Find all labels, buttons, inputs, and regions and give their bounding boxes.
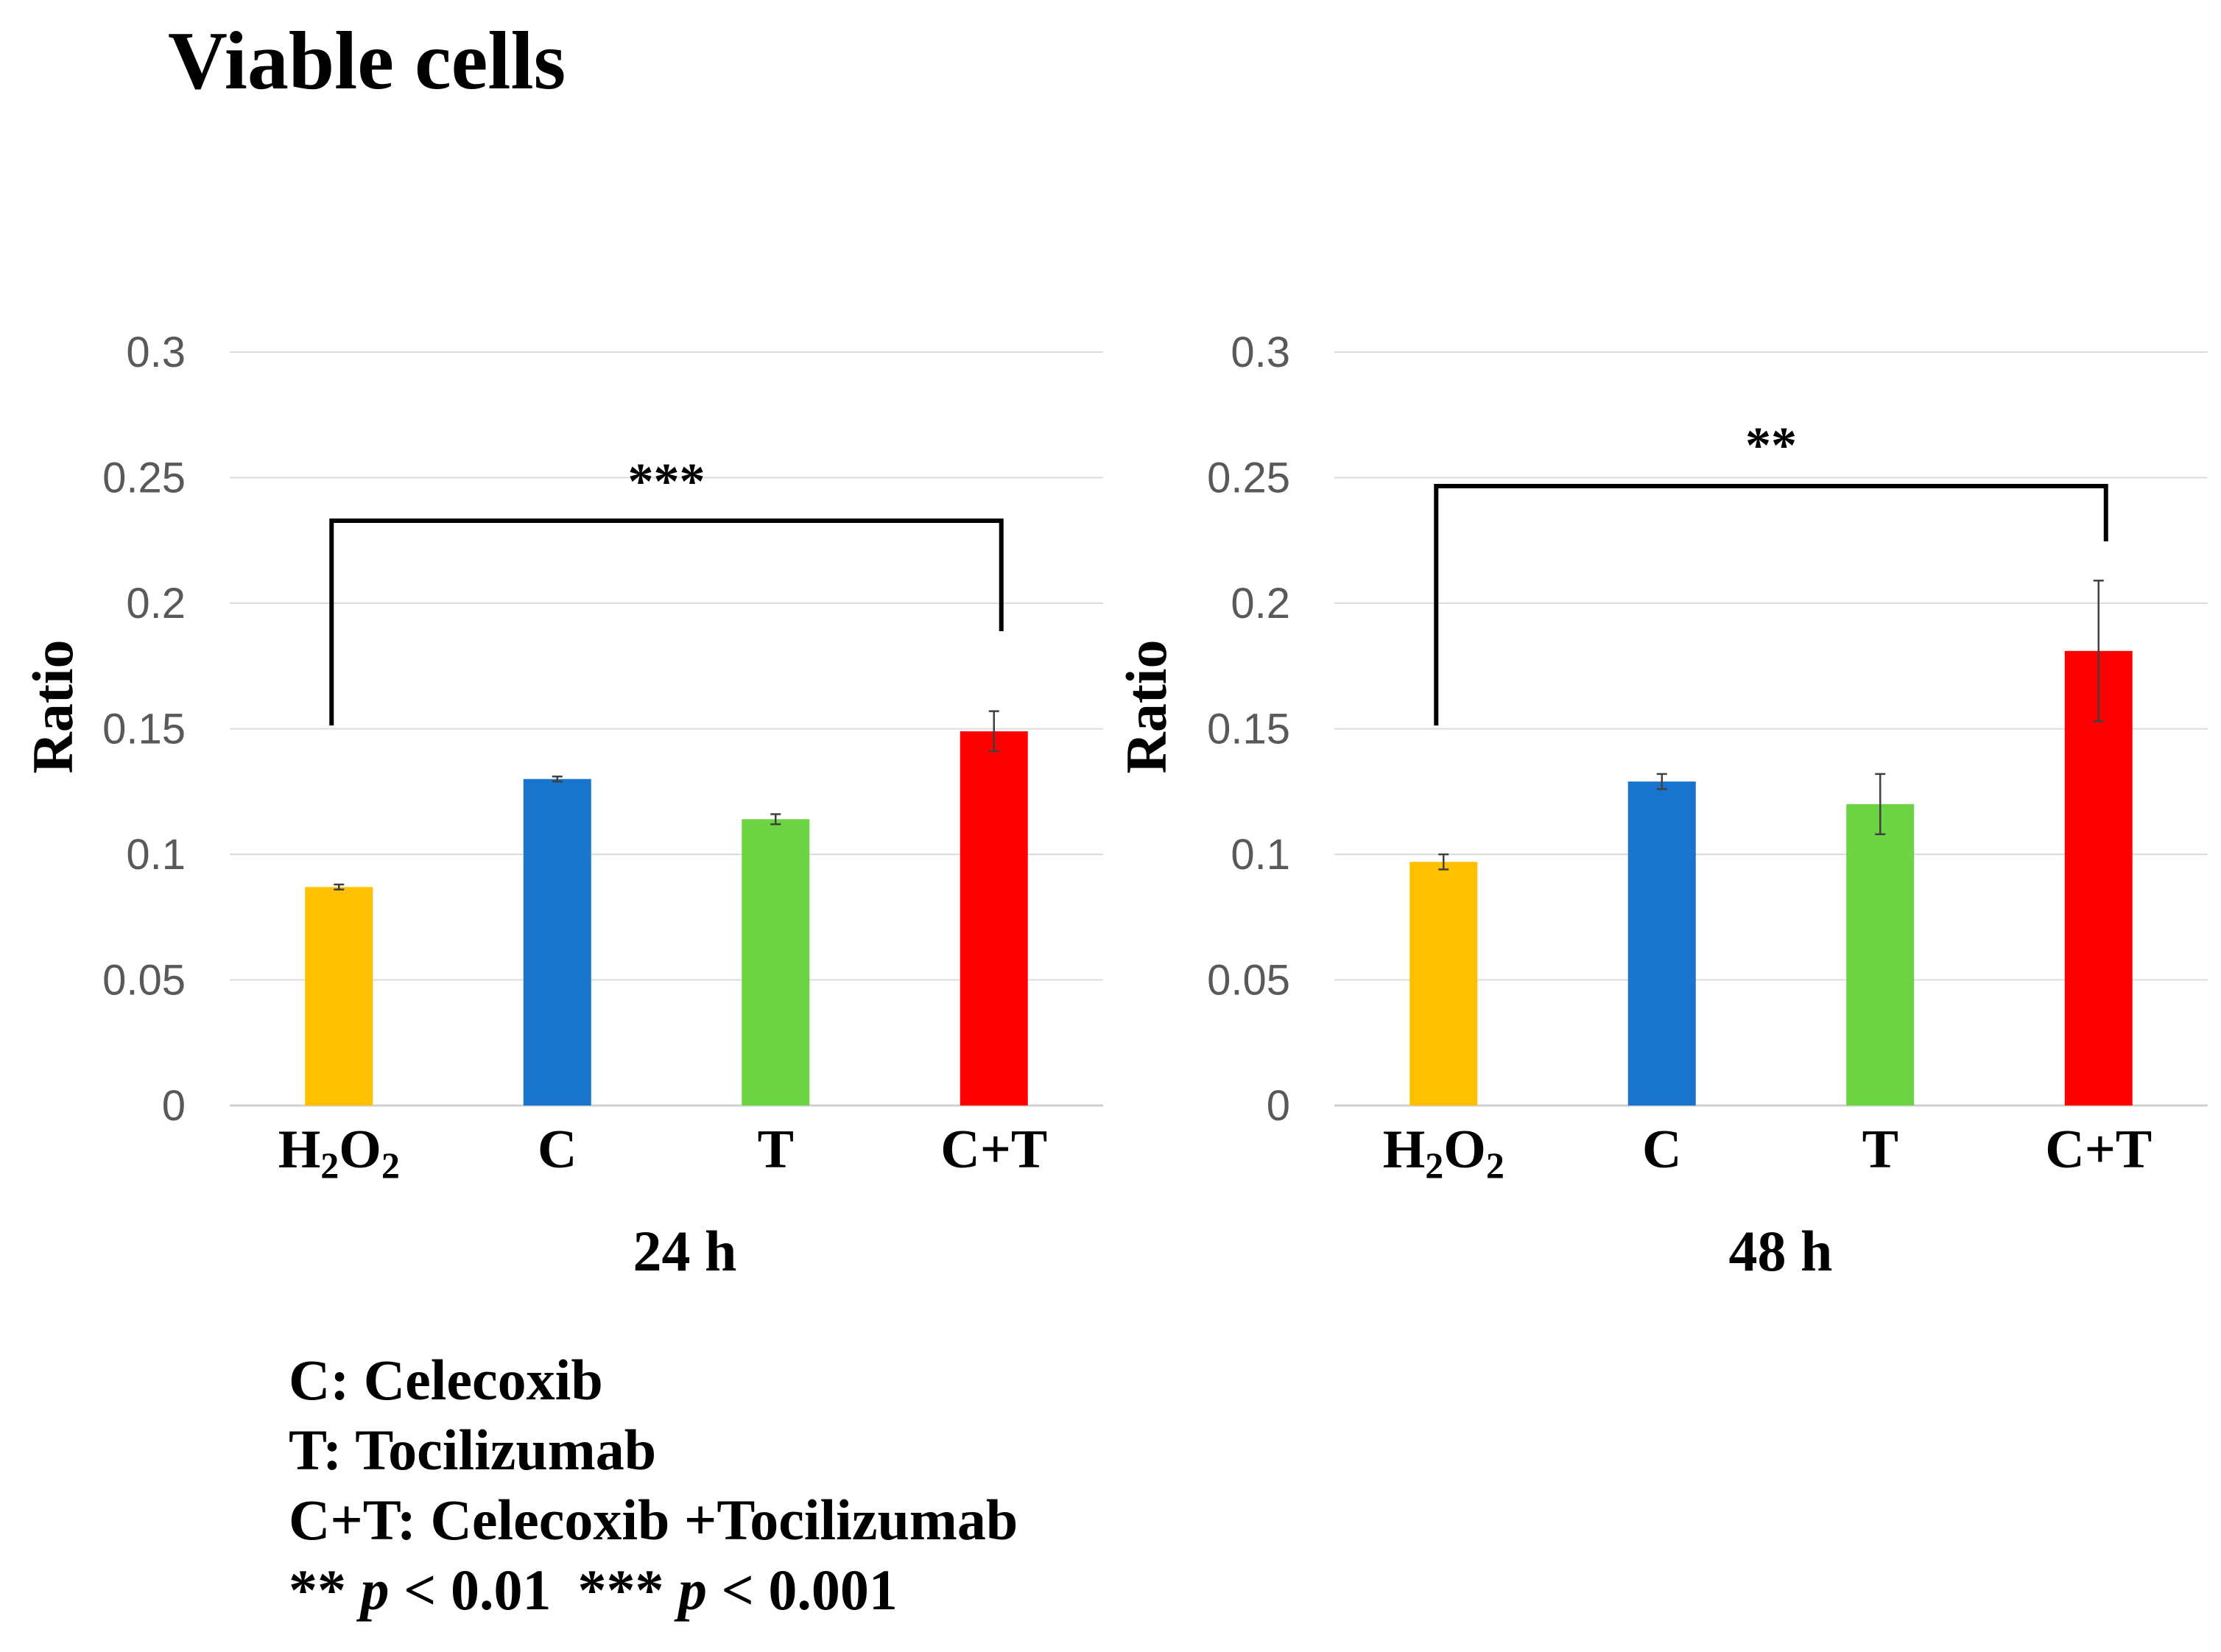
- significance-bracket: [329, 519, 1004, 725]
- y-tick-label: 0.15: [102, 706, 186, 753]
- y-tick-label: 0.25: [1207, 454, 1290, 502]
- y-tick-label: 0.1: [1231, 831, 1290, 879]
- y-axis-title: Ratio: [1114, 640, 1178, 774]
- x-tick-label: T: [758, 1120, 794, 1180]
- sig-p-symbol-2: p: [677, 1558, 707, 1622]
- y-tick-label: 0.2: [126, 580, 186, 628]
- y-tick-label: 0.25: [102, 454, 186, 502]
- x-axis-title: 48 h: [1729, 1219, 1833, 1283]
- y-tick-label: 0: [1267, 1082, 1290, 1130]
- y-tick-label: 0.3: [126, 328, 186, 376]
- y-axis-title: Ratio: [21, 640, 85, 774]
- figure-title: Viable cells: [168, 15, 566, 107]
- legend-line-combination: C+T: Celecoxib +Tocilizumab: [289, 1488, 1018, 1552]
- bar: [1846, 804, 1915, 1106]
- y-tick-label: 0.2: [1231, 580, 1290, 628]
- bar: [305, 887, 373, 1106]
- sig-stars-3: ***: [577, 1558, 664, 1622]
- y-tick-label: 0.05: [102, 957, 186, 1005]
- x-tick-label: C+T: [940, 1120, 1047, 1180]
- y-tick-label: 0.15: [1207, 706, 1290, 753]
- significance-bracket: [1434, 484, 2108, 725]
- x-axis-title: 24 h: [633, 1219, 737, 1283]
- legend-line-significance: ** p < 0.01 *** p < 0.001: [289, 1555, 1018, 1625]
- sig-threshold-2: < 0.001: [721, 1558, 898, 1622]
- bar: [523, 778, 591, 1106]
- x-tick-label: T: [1862, 1120, 1898, 1180]
- sig-threshold-1: < 0.01: [404, 1558, 552, 1622]
- sig-stars-2: **: [289, 1558, 346, 1622]
- bar: [1627, 781, 1696, 1106]
- x-tick-label: C+T: [2045, 1120, 2152, 1180]
- legend-notes: C: Celecoxib T: Tocilizumab C+T: Celecox…: [289, 1345, 1018, 1625]
- y-tick-label: 0.1: [126, 831, 186, 879]
- x-tick-label: H2O2: [1383, 1120, 1504, 1186]
- bar: [2064, 650, 2133, 1106]
- x-tick-label: C: [538, 1120, 577, 1180]
- significance-label: **: [1745, 418, 1797, 474]
- bar: [742, 819, 810, 1106]
- bar: [960, 731, 1028, 1106]
- sig-p-symbol-1: p: [360, 1558, 390, 1622]
- y-tick-label: 0.05: [1207, 957, 1290, 1005]
- x-tick-label: C: [1642, 1120, 1681, 1180]
- significance-label: ***: [628, 454, 705, 510]
- x-tick-label: H2O2: [278, 1120, 400, 1186]
- bar: [1409, 862, 1478, 1106]
- legend-line-tocilizumab: T: Tocilizumab: [289, 1418, 657, 1482]
- y-tick-label: 0.3: [1231, 328, 1290, 376]
- legend-line-celecoxib: C: Celecoxib: [289, 1348, 603, 1412]
- y-tick-label: 0: [162, 1082, 186, 1130]
